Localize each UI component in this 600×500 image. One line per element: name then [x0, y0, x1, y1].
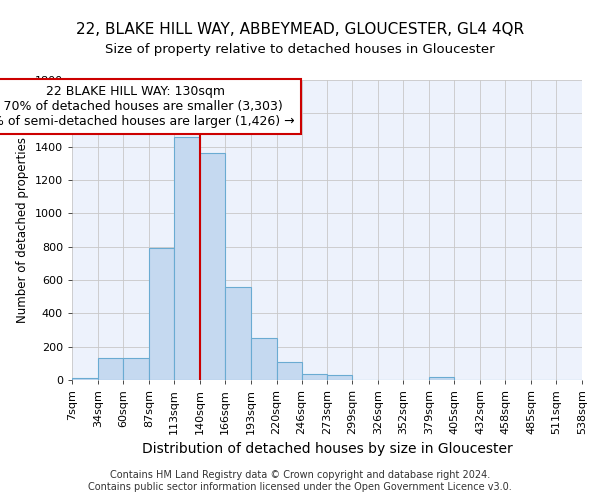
Text: Contains public sector information licensed under the Open Government Licence v3: Contains public sector information licen…: [88, 482, 512, 492]
Bar: [200, 154, 225, 380]
Y-axis label: Number of detached properties: Number of detached properties: [16, 137, 29, 323]
Bar: [174, 136, 200, 380]
Bar: [277, 362, 302, 380]
Text: 22 BLAKE HILL WAY: 130sqm
← 70% of detached houses are smaller (3,303)
30% of se: 22 BLAKE HILL WAY: 130sqm ← 70% of detac…: [0, 85, 295, 128]
Bar: [328, 375, 352, 380]
Text: Contains HM Land Registry data © Crown copyright and database right 2024.: Contains HM Land Registry data © Crown c…: [110, 470, 490, 480]
Bar: [225, 286, 251, 380]
X-axis label: Distribution of detached houses by size in Gloucester: Distribution of detached houses by size …: [142, 442, 512, 456]
Bar: [429, 376, 454, 380]
Bar: [149, 248, 174, 380]
Text: 22, BLAKE HILL WAY, ABBEYMEAD, GLOUCESTER, GL4 4QR: 22, BLAKE HILL WAY, ABBEYMEAD, GLOUCESTE…: [76, 22, 524, 38]
Bar: [123, 358, 149, 380]
Bar: [72, 378, 98, 380]
Text: Size of property relative to detached houses in Gloucester: Size of property relative to detached ho…: [105, 42, 495, 56]
Bar: [98, 358, 123, 380]
Bar: [302, 374, 328, 380]
Bar: [251, 338, 277, 380]
